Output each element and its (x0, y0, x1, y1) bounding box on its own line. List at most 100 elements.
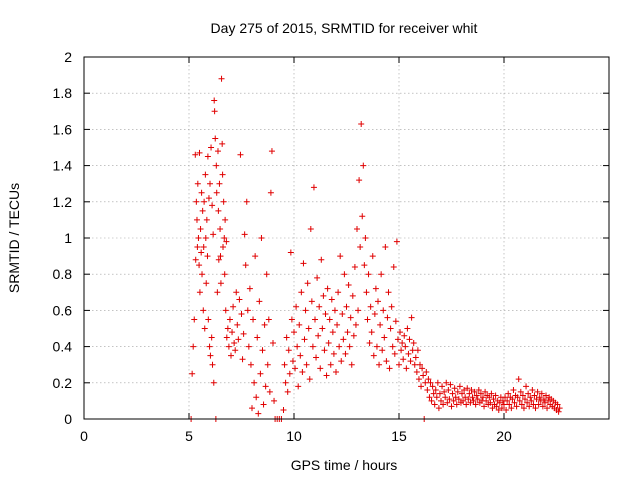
y-tick-label: 2 (64, 49, 72, 65)
data-point (334, 321, 341, 328)
data-point (245, 343, 252, 350)
data-point (192, 151, 199, 158)
data-point (403, 365, 410, 372)
data-point (213, 189, 220, 196)
data-point (200, 244, 207, 251)
data-point (258, 235, 265, 241)
data-point (399, 339, 406, 346)
data-point (213, 162, 220, 169)
data-point (483, 397, 490, 404)
data-point (445, 387, 452, 394)
data-point (223, 238, 230, 245)
x-tick-label: 20 (496, 428, 512, 444)
data-point (418, 383, 425, 390)
data-point (359, 213, 366, 220)
data-point (349, 292, 356, 299)
data-point (415, 376, 422, 383)
data-point (297, 352, 304, 359)
axis-ticks (83, 56, 609, 420)
data-point (470, 397, 477, 404)
data-point (427, 379, 434, 386)
data-point (477, 390, 484, 397)
grid-lines (84, 57, 609, 419)
data-point (209, 202, 216, 209)
data-point (323, 372, 330, 379)
data-point (270, 339, 276, 346)
data-point (537, 397, 544, 404)
y-axis-label: SRMTID / TECUs (6, 183, 22, 293)
data-point (502, 394, 509, 401)
data-point (471, 388, 478, 395)
data-point (496, 399, 503, 406)
data-point (282, 379, 289, 386)
data-point (528, 397, 535, 404)
data-point (267, 189, 274, 196)
data-point (281, 361, 288, 368)
y-tick-label: 1.6 (53, 121, 73, 137)
data-point (271, 397, 278, 404)
data-point (396, 361, 402, 368)
data-point (460, 397, 467, 404)
data-point (533, 396, 540, 403)
data-point (239, 356, 246, 363)
data-point (199, 271, 206, 278)
data-point (498, 405, 505, 412)
data-point (319, 325, 326, 332)
data-point (538, 390, 545, 397)
data-point (322, 311, 329, 318)
data-point (294, 343, 301, 350)
data-point (244, 307, 251, 314)
data-point (327, 361, 334, 368)
data-point (368, 329, 375, 336)
data-point (214, 148, 221, 155)
data-point (192, 256, 199, 263)
data-point (316, 303, 323, 310)
y-tick-label: 1.8 (53, 85, 73, 101)
data-point (401, 332, 408, 339)
data-point (219, 171, 226, 178)
data-point (208, 334, 215, 341)
data-point (345, 282, 352, 289)
data-point (306, 376, 313, 383)
data-point (241, 231, 248, 238)
data-point (417, 361, 423, 368)
data-point (382, 244, 389, 251)
y-tick-label: 0.8 (53, 266, 73, 282)
data-point (201, 325, 208, 332)
data-point (441, 388, 448, 395)
data-point (307, 225, 314, 232)
data-point (201, 198, 208, 205)
data-point (468, 387, 475, 394)
data-point (480, 394, 486, 401)
data-point (436, 390, 443, 397)
data-point (490, 396, 497, 403)
data-point (516, 397, 523, 404)
data-point (314, 274, 321, 281)
data-point (520, 405, 527, 412)
data-point (260, 401, 267, 408)
data-point (532, 405, 539, 412)
data-point (387, 325, 394, 332)
data-point (503, 406, 510, 413)
data-point (354, 225, 360, 232)
data-point (253, 394, 260, 401)
data-point (247, 361, 254, 368)
data-point (261, 321, 268, 328)
data-point (543, 392, 549, 399)
data-point (439, 383, 446, 390)
data-point (250, 316, 257, 323)
data-point (534, 388, 541, 395)
data-point (536, 394, 543, 401)
data-point (442, 394, 449, 401)
data-point (342, 350, 349, 357)
data-point (203, 280, 210, 287)
data-point (350, 332, 357, 339)
data-point (513, 403, 520, 410)
data-point (193, 216, 200, 223)
data-point (231, 339, 238, 346)
data-point (453, 401, 460, 408)
data-point (215, 207, 222, 214)
data-point (221, 271, 228, 278)
data-point (212, 135, 219, 142)
data-point (495, 406, 502, 413)
